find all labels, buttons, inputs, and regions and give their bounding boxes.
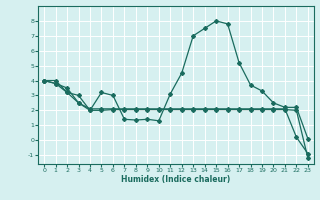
X-axis label: Humidex (Indice chaleur): Humidex (Indice chaleur) [121,175,231,184]
